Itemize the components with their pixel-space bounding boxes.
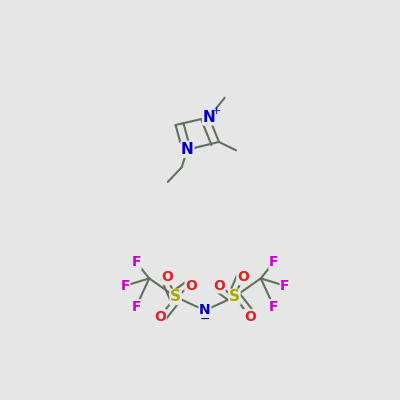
Text: +: + (212, 106, 222, 116)
Text: F: F (269, 255, 278, 269)
Text: O: O (161, 270, 173, 284)
Text: N: N (203, 110, 216, 125)
Text: F: F (132, 255, 141, 269)
Text: S: S (229, 289, 240, 304)
Text: F: F (269, 300, 278, 314)
Text: F: F (132, 300, 141, 314)
Text: O: O (185, 279, 197, 293)
Text: O: O (244, 310, 256, 324)
Text: N: N (199, 304, 211, 318)
Text: F: F (120, 279, 130, 293)
Text: N: N (181, 142, 194, 157)
Text: O: O (213, 279, 225, 293)
Text: O: O (154, 310, 166, 324)
Text: S: S (170, 289, 181, 304)
Text: −: − (200, 313, 210, 326)
Text: F: F (280, 279, 290, 293)
Text: O: O (237, 270, 249, 284)
